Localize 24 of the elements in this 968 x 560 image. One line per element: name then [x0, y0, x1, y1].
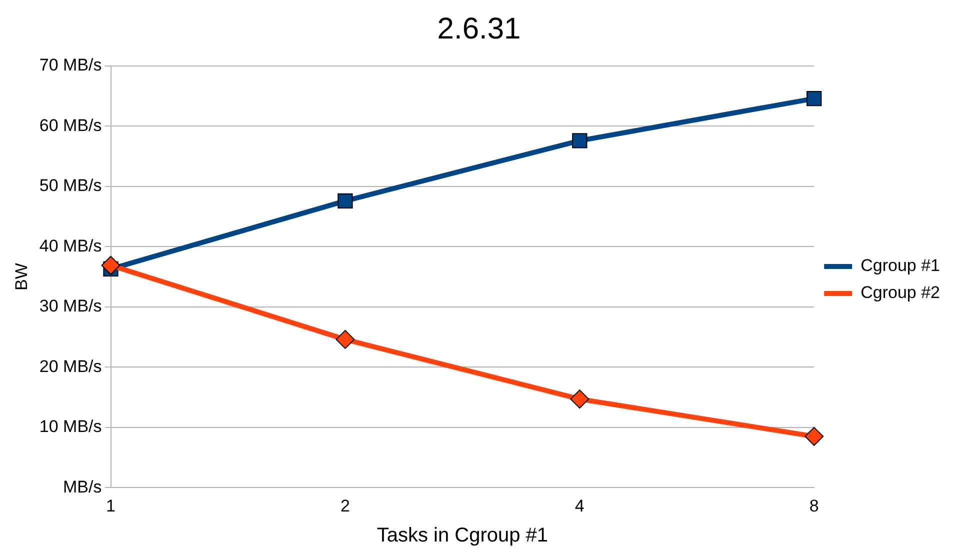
x-tick-label: 4: [574, 496, 584, 516]
x-tick-label: 8: [809, 496, 819, 516]
x-tick-label: 2: [340, 496, 350, 516]
legend-label: Cgroup #1: [860, 256, 940, 276]
y-tick-label: 20 MB/s: [39, 356, 102, 376]
point: [336, 330, 355, 349]
y-tick-label: 40 MB/s: [39, 236, 102, 256]
x-tick-label: 1: [106, 496, 116, 516]
point: [804, 426, 824, 446]
legend-label: Cgroup #2: [860, 283, 940, 302]
chart-title: 2.6.31: [437, 12, 521, 46]
point: [806, 90, 822, 106]
y-tick-label: 50 MB/s: [39, 176, 102, 196]
y-tick-label: 60 MB/s: [39, 116, 102, 135]
y-tick-label: MB/s: [63, 477, 102, 496]
y-tick-label: 10 MB/s: [39, 417, 102, 436]
y-axis-title: BW: [12, 263, 31, 290]
x-axis-title: Tasks in Cgroup #1: [376, 524, 548, 547]
y-tick-label: 30 MB/s: [39, 296, 102, 316]
point: [101, 256, 120, 275]
y-tick-label: 70 MB/s: [39, 56, 102, 75]
point: [572, 133, 588, 148]
point: [570, 390, 590, 409]
point: [338, 193, 353, 208]
